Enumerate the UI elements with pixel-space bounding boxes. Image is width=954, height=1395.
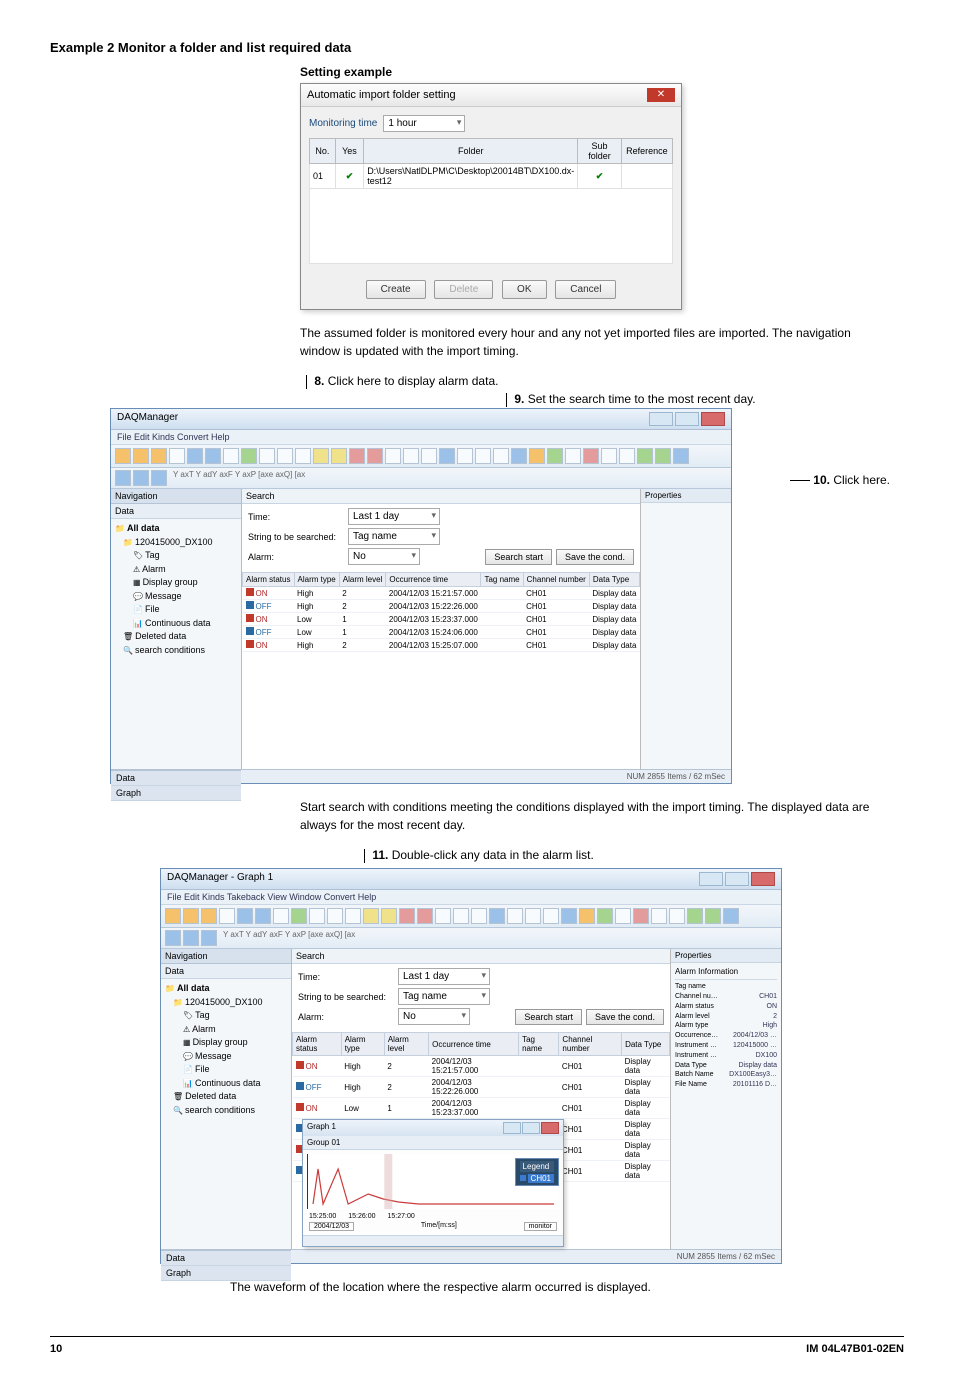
window-controls[interactable] (649, 412, 725, 426)
toolbar[interactable] (111, 445, 731, 468)
col-type: Alarm type (294, 573, 339, 587)
graph-controls[interactable] (503, 1122, 559, 1134)
page-number: 10 (50, 1343, 62, 1355)
alarm-info-panel: Alarm Information Tag nameChannel nu…CH0… (671, 963, 781, 1093)
cell-ref (621, 164, 672, 189)
tree-message: Message (133, 590, 237, 604)
nav-tree[interactable]: All data 120415000_DX100 Tag Alarm Displ… (111, 519, 241, 660)
window-controls[interactable] (699, 872, 775, 886)
alarm-row[interactable]: OFFLow12004/12/03 15:24:06.000CH01Displa… (243, 626, 640, 639)
search-header: Search (242, 489, 640, 504)
col-occ: Occurrence time (386, 573, 481, 587)
save-cond-button[interactable]: Save the cond. (556, 549, 634, 565)
col-ch: Channel number (523, 573, 589, 587)
properties-header: Properties (641, 489, 731, 503)
tree-device: 120415000_DX100 (123, 536, 237, 550)
graph-title: Graph 1 (307, 1122, 336, 1134)
create-button[interactable]: Create (366, 280, 426, 299)
app-window: DAQManager File Edit Kinds Convert Help … (110, 408, 732, 784)
tree-file: File (133, 603, 237, 617)
tree-search: search conditions (123, 644, 237, 658)
alarm-row[interactable]: ONHigh22004/12/03 15:25:07.000CH01Displa… (243, 639, 640, 652)
cell-no: 01 (310, 164, 336, 189)
alarm-row[interactable]: ONHigh22004/12/03 15:21:57.000CH01Displa… (293, 1056, 670, 1077)
data-tab[interactable]: Data (111, 504, 241, 519)
monitoring-time-dropdown[interactable]: 1 hour (383, 115, 465, 132)
monitor-box: monitor (524, 1222, 557, 1231)
menu-bar[interactable]: File Edit Kinds Convert Help (111, 430, 731, 445)
search-start-button[interactable]: Search start (485, 549, 552, 565)
string-label: String to be searched: (248, 532, 348, 542)
tree-continuous: Continuous data (133, 617, 237, 631)
check-icon: ✔ (578, 164, 622, 189)
string-dropdown[interactable]: Tag name (348, 528, 440, 545)
delete-button[interactable]: Delete (434, 280, 493, 299)
graph-window[interactable]: Graph 1 Group 01 (302, 1119, 564, 1247)
alarm-row[interactable]: ONLow12004/12/03 15:23:37.000CH01Display… (243, 613, 640, 626)
cell-path: D:\Users\NatlDLPM\C\Desktop\20014BT\DX10… (364, 164, 578, 189)
col-level: Alarm level (339, 573, 386, 587)
alarm-row[interactable]: OFFHigh22004/12/03 15:22:26.000CH01Displ… (293, 1077, 670, 1098)
callout-10: 10. Click here. (790, 473, 890, 487)
table-row[interactable]: 01 ✔ D:\Users\NatlDLPM\C\Desktop\20014BT… (310, 164, 673, 189)
description-1: The assumed folder is monitored every ho… (300, 324, 880, 360)
tree-alarm: Alarm (133, 563, 237, 577)
legend-label: Legend (520, 1161, 554, 1172)
callout-8: 8. Click here to display alarm data. (314, 374, 498, 388)
tree-deleted: Deleted data (123, 630, 237, 644)
nav-data-tab[interactable]: Data (111, 771, 241, 786)
col-subfolder: Sub folder (578, 139, 622, 164)
doc-id: IM 04L47B01-02EN (806, 1343, 904, 1355)
col-status: Alarm status (243, 573, 295, 587)
close-icon[interactable]: ✕ (647, 88, 675, 102)
alarm-row[interactable]: OFFHigh22004/12/03 15:22:26.000CH01Displ… (243, 600, 640, 613)
app-window-2: DAQManager - Graph 1 File Edit Kinds Tak… (160, 868, 782, 1264)
description-2: Start search with conditions meeting the… (300, 798, 880, 834)
callout-11: 11. Double-click any data in the alarm l… (372, 848, 593, 862)
monitoring-time-label: Monitoring time (309, 118, 377, 129)
app-title-2: DAQManager - Graph 1 (167, 872, 273, 886)
col-folder: Folder (364, 139, 578, 164)
col-data: Data Type (589, 573, 639, 587)
footer: 10 IM 04L47B01-02EN (50, 1336, 904, 1355)
col-yes: Yes (335, 139, 363, 164)
ok-button[interactable]: OK (502, 280, 546, 299)
col-reference: Reference (621, 139, 672, 164)
nav-header: Navigation (111, 489, 241, 504)
tree-tag: Tag (133, 549, 237, 563)
app-title: DAQManager (117, 412, 178, 426)
dialog-title-text: Automatic import folder setting (307, 89, 456, 101)
alarm-row[interactable]: ONHigh22004/12/03 15:21:57.000CH01Displa… (243, 587, 640, 600)
nav-panel-2: Navigation Data All data 120415000_DX100… (161, 949, 292, 1249)
folder-table: No. Yes Folder Sub folder Reference 01 ✔… (309, 138, 673, 264)
setting-example-label: Setting example (300, 65, 904, 79)
alarm-table: Alarm status Alarm type Alarm level Occu… (242, 572, 640, 652)
nav-panel: Navigation Data All data 120415000_DX100… (111, 489, 242, 769)
alarm-label: Alarm: (248, 552, 348, 562)
col-tag: Tag name (481, 573, 523, 587)
description-3: The waveform of the location where the r… (230, 1278, 830, 1296)
date-box: 2004/12/03 (309, 1222, 354, 1231)
time-dropdown[interactable]: Last 1 day (348, 508, 440, 525)
group-tab[interactable]: Group 01 (303, 1136, 563, 1150)
menu-bar-2[interactable]: File Edit Kinds Takeback View Window Con… (161, 890, 781, 905)
nav-graph-tab[interactable]: Graph (111, 786, 241, 801)
legend-ch: CH01 (528, 1174, 554, 1183)
toolbar-2[interactable] (161, 905, 781, 928)
check-icon: ✔ (335, 164, 363, 189)
example-heading: Example 2 Monitor a folder and list requ… (50, 40, 904, 55)
time-label: Time: (248, 512, 348, 522)
search-form: Time: Last 1 day String to be searched: … (242, 504, 640, 572)
callout-9: 9. Set the search time to the most recen… (514, 392, 755, 406)
scale-label: Time/[m:ss] (421, 1222, 457, 1231)
alarm-row[interactable]: ONLow12004/12/03 15:23:37.000CH01Display… (293, 1098, 670, 1119)
import-folder-dialog: Automatic import folder setting ✕ Monito… (300, 83, 682, 310)
tree-group: Display group (133, 576, 237, 590)
col-no: No. (310, 139, 336, 164)
tree-all-data: All data (115, 522, 237, 536)
alarm-dropdown[interactable]: No (348, 548, 420, 565)
cancel-button[interactable]: Cancel (555, 280, 616, 299)
